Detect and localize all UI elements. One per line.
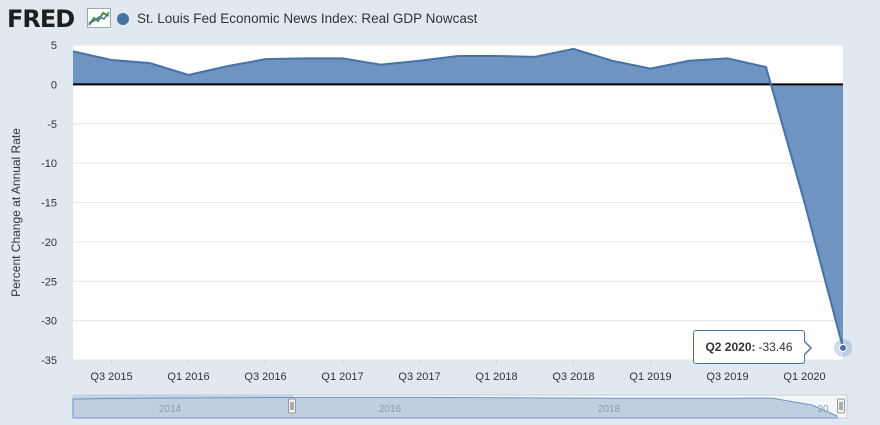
y-tick-label: -5 (47, 119, 57, 131)
data-point-q1-2019[interactable] (648, 66, 654, 72)
navigator-label: 2016 (379, 404, 402, 415)
data-point-q3-2019[interactable] (725, 55, 731, 61)
data-point-q4-2017[interactable] (455, 53, 461, 59)
navigator-handle-left[interactable] (288, 398, 296, 414)
y-tick-label: -30 (41, 316, 57, 328)
series-area (73, 48, 843, 348)
data-point-q4-2018[interactable] (609, 58, 615, 64)
data-point-q2-2015[interactable] (70, 48, 76, 54)
data-point-q2-2019[interactable] (686, 58, 692, 64)
data-point-q1-2018[interactable] (494, 53, 500, 59)
y-tick-label: 5 (51, 40, 57, 52)
fred-logo[interactable]: FRED (7, 5, 75, 33)
legend-marker[interactable] (117, 13, 129, 25)
x-tick-label: Q3 2019 (706, 371, 748, 383)
hover-point[interactable] (839, 343, 847, 352)
data-point-q3-2016[interactable] (263, 56, 269, 62)
x-tick-label: Q1 2016 (167, 371, 209, 383)
data-tooltip: Q2 2020: -33.46 (693, 330, 812, 364)
chart-header: FRED St. Louis Fed Economic News Index: … (0, 0, 880, 40)
series-points (70, 46, 852, 357)
y-tick-label: -35 (41, 355, 57, 367)
navigator-label: 2018 (598, 404, 621, 415)
data-point-q3-2018[interactable] (571, 46, 577, 52)
data-point-q3-2017[interactable] (417, 58, 423, 64)
series-line (72, 47, 844, 349)
x-axis-ticks: Q3 2015 Q1 2016 Q3 2016 Q1 2017 Q3 2017 Q1 20… (90, 360, 826, 383)
x-tick-label: Q3 2017 (398, 371, 440, 383)
data-point-q2-2017[interactable] (378, 62, 384, 68)
data-point-q1-2020[interactable] (802, 200, 808, 206)
range-navigator[interactable]: 2014 2016 2018 20 (72, 394, 848, 419)
fred-graph-icon (87, 8, 111, 28)
y-tick-label: -25 (41, 276, 57, 288)
x-tick-label: Q3 2016 (244, 371, 286, 383)
tooltip-value: -33.46 (758, 340, 793, 354)
navigator-handle-right[interactable] (837, 398, 845, 414)
x-tick-label: Q1 2020 (783, 371, 825, 383)
x-tick-label: Q1 2019 (629, 371, 671, 383)
tooltip-label: Q2 2020: (705, 340, 756, 354)
data-point-q2-2016[interactable] (224, 63, 230, 69)
navigator-label: 20 (817, 404, 829, 415)
y-axis-label: Percent Change at Annual Rate (9, 128, 23, 297)
y-axis-ticks: 5 0 -5 -10 -15 -20 -25 -30 -35 (41, 40, 57, 367)
y-tick-label: 0 (51, 79, 57, 91)
data-point-q4-2016[interactable] (301, 55, 307, 61)
data-point-q2-2018[interactable] (532, 54, 538, 60)
data-point-q3-2015[interactable] (109, 57, 115, 63)
chart-title[interactable]: St. Louis Fed Economic News Index: Real … (137, 11, 478, 26)
y-tick-label: -15 (41, 198, 57, 210)
data-point-q4-2015[interactable] (147, 60, 153, 66)
data-point-q4-2019[interactable] (763, 64, 769, 70)
y-tick-label: -20 (41, 237, 57, 249)
navigator-label: 2014 (159, 404, 182, 415)
navigator-series (72, 396, 838, 419)
x-tick-label: Q3 2018 (552, 371, 594, 383)
x-tick-label: Q1 2017 (321, 371, 363, 383)
data-point-q1-2016[interactable] (186, 72, 192, 78)
x-tick-label: Q1 2018 (475, 371, 517, 383)
y-tick-label: -10 (41, 158, 57, 170)
x-tick-label: Q3 2015 (90, 371, 132, 383)
data-point-q1-2017[interactable] (340, 55, 346, 61)
